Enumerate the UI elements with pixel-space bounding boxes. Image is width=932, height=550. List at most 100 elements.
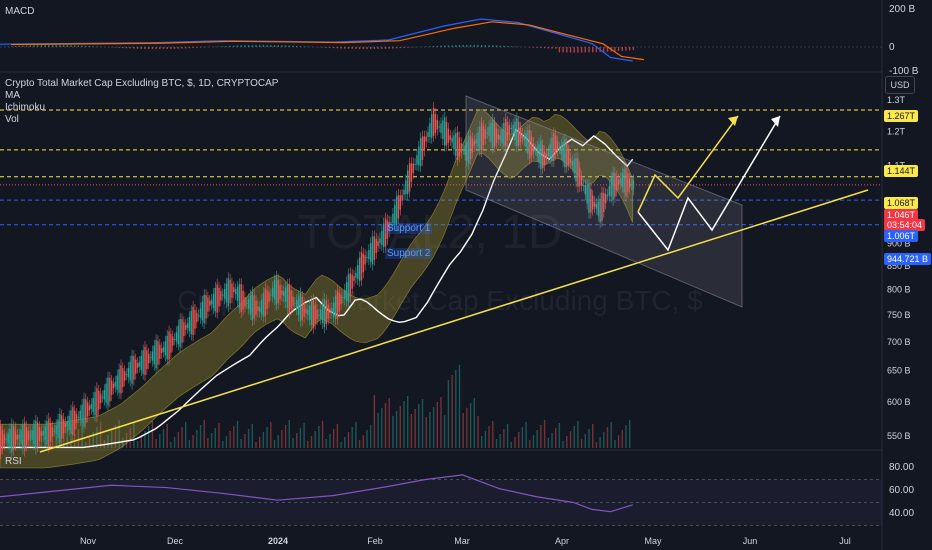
candle-body <box>358 257 361 281</box>
candle-body <box>27 431 30 441</box>
candle-body <box>569 158 572 163</box>
macd-histogram-bar <box>292 45 294 47</box>
indicator-ma[interactable]: MA <box>5 90 20 101</box>
candle-body <box>268 292 270 302</box>
candle-body <box>131 355 133 384</box>
macd-histogram-bar <box>447 45 450 47</box>
candle-body <box>242 290 244 310</box>
candle-body <box>210 299 213 305</box>
volume-bar <box>347 432 350 448</box>
macd-histogram-bar <box>503 45 505 47</box>
volume-bar <box>536 430 538 448</box>
time-tick: Jul <box>839 536 851 546</box>
macd-histogram-bar <box>488 45 490 47</box>
volume-bar <box>173 437 176 448</box>
volume-bar <box>592 424 594 448</box>
macd-histogram-bar <box>333 47 335 49</box>
candle-body <box>401 194 403 200</box>
volume-bar <box>296 433 298 448</box>
candle-body <box>506 122 509 141</box>
candle-body <box>170 333 172 353</box>
volume-bar <box>133 423 135 448</box>
rsi-pane-title: RSI <box>5 456 22 467</box>
candle-body <box>257 306 259 312</box>
volume-bar <box>543 420 546 448</box>
candle-body <box>262 293 265 317</box>
macd-histogram-bar <box>162 47 165 50</box>
candle-body <box>553 132 555 162</box>
candle-body <box>405 180 407 195</box>
volume-bar <box>96 427 98 448</box>
candle-body <box>49 422 52 442</box>
volume-bar <box>510 442 512 448</box>
candle-body <box>449 135 451 141</box>
candle-body <box>445 121 448 146</box>
candle-body <box>349 273 352 297</box>
macd-histogram-bar <box>188 47 191 49</box>
candle-body <box>473 141 475 146</box>
volume-bar <box>558 423 561 448</box>
volume-bar <box>151 421 154 448</box>
candle-body <box>107 377 109 406</box>
candle-body <box>271 287 274 297</box>
volume-bar <box>118 420 120 448</box>
volume-bar <box>329 434 331 448</box>
candle-body <box>225 283 228 303</box>
volume-bar <box>229 431 231 448</box>
macd-histogram-bar <box>484 45 487 47</box>
candle-body <box>7 433 9 444</box>
indicator-ichimoku[interactable]: Ichimoku <box>5 102 46 113</box>
macd-histogram-bar <box>284 45 287 47</box>
volume-bar <box>307 441 309 448</box>
candle-body <box>593 202 596 207</box>
candle-body <box>70 410 72 434</box>
chart-title[interactable]: Crypto Total Market Cap Excluding BTC, $… <box>5 78 279 89</box>
macd-histogram-bar <box>62 45 65 47</box>
candle-body <box>323 299 326 328</box>
candle-body <box>532 143 535 153</box>
candle-body <box>421 136 424 160</box>
volume-bar <box>299 428 302 448</box>
candle-body <box>103 390 105 400</box>
macd-histogram-bar <box>462 44 464 47</box>
volume-bar <box>484 431 487 448</box>
candle-body <box>292 296 294 306</box>
macd-histogram-bar <box>532 47 535 48</box>
candle-body <box>149 357 152 359</box>
candle-body <box>399 195 401 210</box>
currency-button[interactable]: USD <box>885 76 915 94</box>
volume-bar <box>521 427 524 448</box>
macd-histogram-bar <box>22 45 24 47</box>
price-tick: 550 B <box>887 431 911 441</box>
candle-body <box>471 138 474 153</box>
volume-bar <box>473 398 475 448</box>
indicator-vol[interactable]: Vol <box>5 114 19 125</box>
candle-body <box>342 297 344 299</box>
price-tick: 900 B <box>887 239 911 249</box>
candle-body <box>16 434 19 440</box>
macd-histogram-bar <box>88 46 91 47</box>
macd-histogram-bar <box>469 44 472 47</box>
price-tick: 650 B <box>887 366 911 376</box>
candle-body <box>462 149 464 151</box>
macd-histogram-bar <box>392 47 394 49</box>
volume-bar <box>577 421 579 448</box>
candle-body <box>590 188 592 213</box>
candle-body <box>59 413 61 443</box>
candle-body <box>336 290 339 319</box>
candle-body <box>46 421 48 445</box>
volume-bar <box>225 436 228 448</box>
macd-histogram-bar <box>340 47 342 49</box>
candle-body <box>303 302 305 317</box>
candle-body <box>468 135 470 164</box>
candle-body <box>111 380 113 395</box>
candle-body <box>146 350 148 369</box>
volume-bar <box>192 435 194 448</box>
candle-body <box>623 169 625 193</box>
alt-projection-arrow <box>637 115 781 252</box>
macd-histogram-bar <box>40 45 43 47</box>
macd-histogram-bar <box>588 47 590 53</box>
candle-body <box>301 296 303 321</box>
macd-histogram-bar <box>543 47 546 49</box>
